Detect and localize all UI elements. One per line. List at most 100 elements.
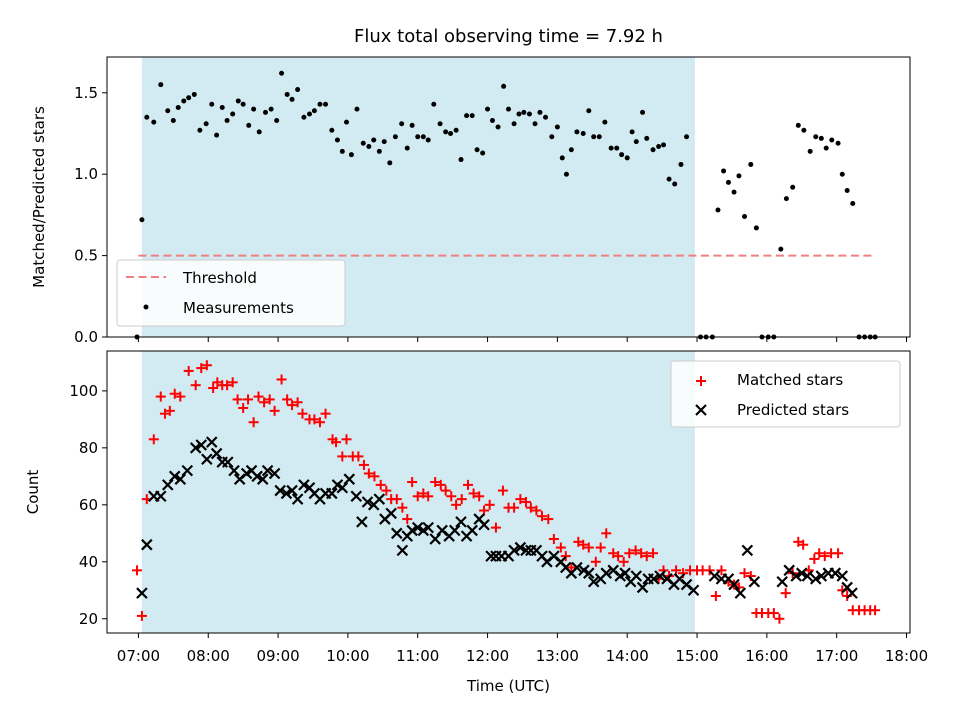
ratio-panel: 0.0 0.5 1.0 1.5 Flux total observing time =… [30,26,911,346]
matched-star-point [768,608,779,619]
measurement-point [151,119,157,125]
measurement-point [563,171,569,177]
predicted-star-point-b [429,533,441,545]
predicted-star-point [520,544,532,557]
matched-star-point [590,556,601,567]
measurement-point [274,117,280,123]
matched-star-point [397,502,408,513]
measurement-point [721,168,727,174]
matched-star-point [183,365,194,376]
predicted-star-point [728,578,740,591]
measurement-point [301,114,307,120]
predicted-star-point-b [619,567,631,579]
matched-star-point [613,551,624,562]
matched-star-point [520,496,531,507]
matched-star-point [497,485,508,496]
measurement-point [284,91,290,97]
matched-star-point [525,502,536,513]
legend-predicted-marker [695,404,707,416]
ratio-y-tick-label: 1.0 [74,165,98,183]
predicted-star-point-b [286,484,298,497]
matched-star-point [190,380,201,391]
measurement-point [633,139,639,145]
predicted-star-point-b [361,496,374,508]
predicted-star-point-b [343,473,356,485]
predicted-star-point-b [256,473,269,485]
time-x-ticks: 07:00 08:00 09:00 10:00 11:00 12:00 13:00 14:00… [117,633,928,665]
predicted-star-point-b [308,487,321,500]
matched-star-point [264,394,275,405]
predicted-star-point-b [536,550,548,562]
matched-star-point [169,388,180,399]
predicted-star-point [201,453,213,466]
matched-star-point [292,397,303,408]
measurement-point [656,144,662,150]
matched-star-point [474,491,485,502]
measurement-point [753,225,759,231]
measurement-point [748,161,754,167]
measurement-point [813,134,819,140]
predicted-star-point [429,533,441,545]
predicted-star-point-b [728,578,740,591]
matched-star-point [331,437,342,448]
measurement-point [295,87,301,93]
matched-star-point [531,505,542,516]
predicted-star-point [809,573,822,585]
predicted-star-point [829,567,842,579]
matched-star-point [648,548,659,559]
matched-star-point [435,479,446,490]
predicted-star-point-b [600,567,613,579]
matched-star-point [253,391,264,402]
predicted-star-point [654,570,666,582]
predicted-star-point-b [154,490,167,503]
measurement-point [672,181,678,187]
predicted-star-point-b [571,561,583,574]
matched-star-point [208,383,219,394]
predicted-star-point [508,544,520,557]
predicted-star-point-b [228,464,240,477]
matched-star-point [259,397,270,408]
legend-threshold-label: Threshold [182,269,257,287]
predicted-star-point [600,567,613,579]
measurement-point [537,109,543,115]
matched-star-point [814,548,825,559]
matched-star-point [430,477,441,488]
matched-star-point [595,542,606,553]
legend-matched-label: Matched stars [737,371,843,389]
count-y-tick-label: 40 [79,553,98,571]
matched-star-point [456,494,467,505]
time-x-axis-label: Time (UTC) [466,677,550,695]
predicted-star-point [801,570,814,582]
measurement-point [801,127,807,133]
predicted-star-point-b [748,575,761,588]
matched-star-point [515,494,526,505]
time-x-tick-label: 07:00 [117,647,160,665]
measurement-point [203,121,209,127]
matched-star-point [774,613,785,624]
predicted-star-point [411,521,424,534]
measurement-point [209,101,215,107]
count-legend-box [670,360,901,428]
matched-star-point [282,394,293,405]
measurement-point [279,70,285,76]
predicted-star-point-b [303,481,316,494]
predicted-star-point-b [205,436,218,448]
predicted-star-point-b [201,453,213,466]
predicted-star-point [228,464,240,477]
time-x-tick-label: 10:00 [326,647,369,665]
predicted-star-point-b [776,575,788,588]
ratio-legend: Threshold Measurements [116,259,346,327]
matched-star-point [630,545,641,556]
count-panel: 20 40 60 80 100 07:00 08:00 09:00 10:00 11:00 12:… [24,350,928,695]
matched-star-point [407,477,418,488]
measurement-point [839,171,845,177]
time-x-tick-label: 17:00 [815,647,858,665]
predicted-star-point [514,541,527,554]
chart-title: Flux total observing time = 7.92 h [354,26,663,47]
predicted-star-point-b [141,538,153,551]
measurement-point [783,196,789,202]
count-y-tick-label: 100 [69,382,98,400]
measurement-point [354,106,360,112]
matched-star-point [578,539,589,550]
legend-matched-marker [696,376,706,386]
